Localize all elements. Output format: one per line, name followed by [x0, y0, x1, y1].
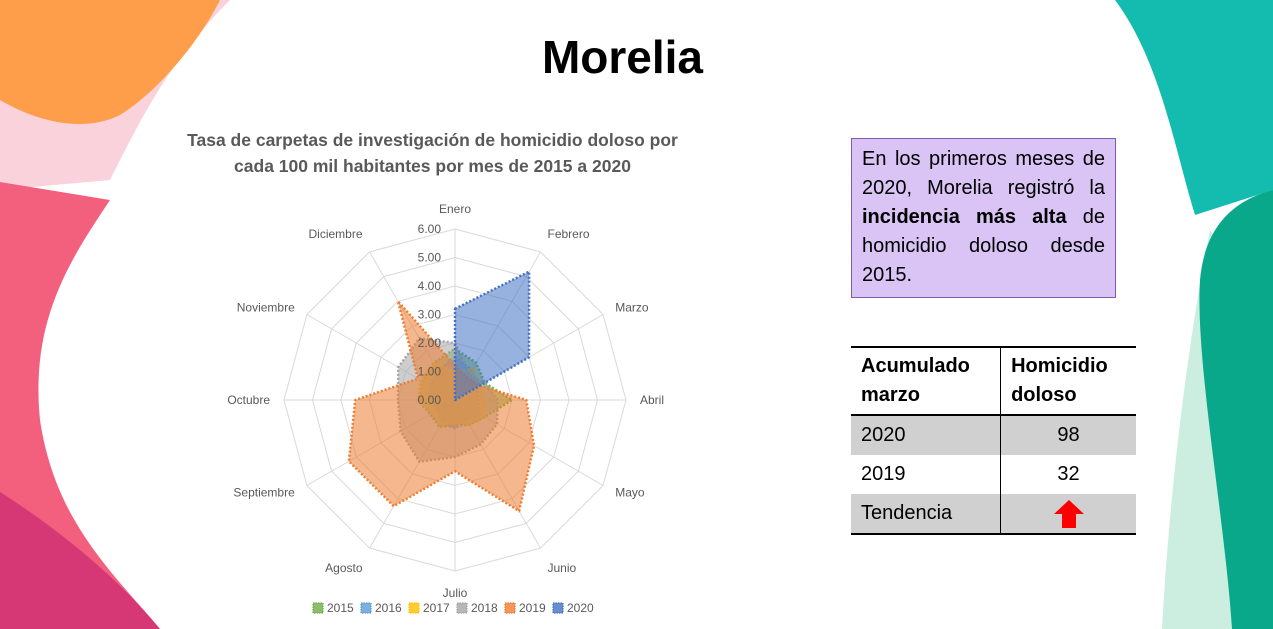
legend-label: 2017 — [423, 601, 450, 615]
table-row-2020: 2020 98 — [851, 415, 1136, 455]
summary-table: Acumulado marzo Homicidio doloso 2020 98 2… — [851, 346, 1136, 535]
header-homicidio-line-1: Homicidio — [1011, 355, 1108, 377]
row-value — [1000, 494, 1136, 535]
header-acumulado: Acumulado marzo — [851, 346, 1001, 416]
category-label-marzo: Marzo — [615, 301, 649, 315]
category-label-septiembre: Septiembre — [233, 486, 295, 500]
legend-label: 2019 — [519, 601, 546, 615]
note-text-2: de homicidio doloso desde 2015. — [862, 206, 1106, 286]
header-acumulado-line-2: marzo — [861, 384, 920, 406]
legend-swatch — [360, 602, 372, 614]
legend-swatch — [408, 602, 420, 614]
radar-series — [347, 270, 536, 513]
legend-item-2019: 2019 — [504, 601, 546, 615]
legend-label: 2018 — [471, 601, 498, 615]
legend-swatch — [504, 602, 516, 614]
legend-item-2016: 2016 — [360, 601, 402, 615]
tick-label: 0.00 — [418, 393, 442, 407]
summary-note: En los primeros meses de 2020, Morelia r… — [851, 138, 1116, 298]
legend-label: 2015 — [327, 601, 354, 615]
page-title: Morelia — [541, 31, 704, 83]
bg-shape-green — [1199, 190, 1273, 629]
legend-item-2017: 2017 — [408, 601, 450, 615]
table-header-row: Acumulado marzo Homicidio doloso — [851, 346, 1136, 416]
tick-label: 3.00 — [418, 308, 442, 322]
category-label-enero: Enero — [439, 202, 471, 216]
row-value: 32 — [1000, 455, 1136, 494]
header-homicidio-line-2: doloso — [1011, 384, 1077, 406]
legend-swatch — [552, 602, 564, 614]
legend-swatch — [456, 602, 468, 614]
tick-label: 5.00 — [418, 251, 442, 265]
chart-title-line-1: Tasa de carpetas de investigación de hom… — [187, 130, 678, 150]
category-label-octubre: Octubre — [227, 393, 270, 407]
row-label: Tendencia — [851, 494, 1001, 535]
series-2019 — [347, 300, 536, 513]
row-label: 2020 — [851, 415, 1001, 455]
series-2020 — [453, 270, 531, 402]
bg-shape-teal — [1115, 0, 1273, 215]
chart-title-line-2: cada 100 mil habitantes por mes de 2015 … — [234, 156, 631, 176]
tick-label: 4.00 — [418, 279, 442, 293]
category-label-abril: Abril — [640, 393, 664, 407]
legend-label: 2020 — [567, 601, 594, 615]
radar-labels: 0.00 1.00 2.00 3.00 4.00 5.00 6.00 Enero Febrero… — [227, 202, 664, 600]
row-value: 98 — [1000, 415, 1136, 455]
row-label: 2019 — [861, 463, 906, 485]
bg-shape-crimson — [0, 492, 160, 629]
category-label-agosto: Agosto — [325, 561, 363, 575]
category-label-julio: Julio — [443, 586, 468, 600]
legend-swatch — [312, 602, 324, 614]
table-row-tendencia: Tendencia — [851, 494, 1136, 535]
tick-label: 2.00 — [418, 336, 442, 350]
legend-item-2018: 2018 — [456, 601, 498, 615]
header-acumulado-line-1: Acumulado — [861, 355, 970, 377]
tick-label: 1.00 — [418, 365, 442, 379]
category-label-mayo: Mayo — [615, 486, 645, 500]
note-text-1: En los primeros meses de 2020, Morelia r… — [862, 148, 1105, 199]
up-arrow-icon — [1053, 499, 1084, 528]
category-label-junio: Junio — [548, 561, 577, 575]
tick-label: 6.00 — [418, 222, 442, 236]
legend-label: 2016 — [375, 601, 402, 615]
category-label-febrero: Febrero — [548, 227, 590, 241]
radar-chart: 0.00 1.00 2.00 3.00 4.00 5.00 6.00 Enero Febrero… — [227, 202, 664, 615]
chart-title: Tasa de carpetas de investigación de hom… — [160, 127, 705, 179]
bg-shape-magenta — [0, 182, 160, 629]
note-text-bold: incidencia más alta — [862, 206, 1067, 228]
category-label-diciembre: Diciembre — [308, 227, 362, 241]
category-label-noviembre: Noviembre — [237, 301, 295, 315]
bg-shape-orange — [0, 0, 220, 125]
table-row-2019: 2019 32 — [851, 455, 1136, 494]
legend-item-2015: 2015 — [312, 601, 354, 615]
legend-item-2020: 2020 — [552, 601, 594, 615]
header-homicidio: Homicidio doloso — [1000, 346, 1136, 416]
chart-legend: 2015 2016 2017 2018 2019 2020 — [312, 601, 594, 615]
